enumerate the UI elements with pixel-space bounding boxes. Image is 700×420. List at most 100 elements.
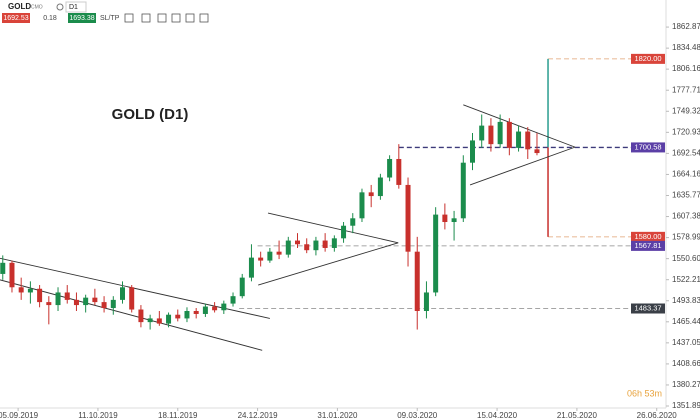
x-tick-label: 31.01.2020	[317, 411, 358, 420]
level-label: 1567.81	[634, 241, 661, 250]
chart-title: GOLD (D1)	[112, 106, 189, 123]
y-tick-label: 1720.93	[672, 127, 700, 136]
ask-price[interactable]: 1693.38	[69, 15, 94, 22]
bid-price[interactable]: 1692.53	[3, 15, 28, 22]
timeframe[interactable]: D1	[69, 4, 78, 11]
candle-body	[37, 288, 43, 303]
candle-body	[341, 225, 347, 239]
timeframe-box[interactable]	[65, 1, 87, 13]
x-tick-label: 05.09.2019	[0, 411, 39, 420]
y-tick-label: 1806.16	[672, 64, 700, 73]
toolbar-icon[interactable]	[171, 13, 181, 23]
spread: 0.18	[43, 15, 57, 22]
candle-body	[239, 277, 245, 297]
x-tick-label: 26.06.2020	[637, 411, 678, 420]
x-tick-label: 18.11.2019	[158, 411, 198, 420]
trendline	[0, 279, 263, 351]
x-tick-label: 21.05.2020	[557, 411, 598, 420]
candle-body	[506, 121, 512, 148]
candle-body	[9, 262, 15, 288]
candle-body	[64, 292, 70, 300]
trendline	[463, 104, 576, 148]
candle-body	[184, 311, 190, 319]
y-tick-label: 1777.71	[672, 85, 700, 94]
candle-body	[147, 318, 153, 323]
candle-body	[101, 302, 107, 309]
candle-body	[110, 299, 116, 309]
candle-body	[221, 303, 227, 311]
level-label-box	[631, 240, 665, 251]
bar-timer: 06h 53m	[627, 388, 662, 398]
level-label-box	[631, 142, 665, 153]
y-tick-label: 1635.77	[672, 191, 700, 200]
toolbar-icon[interactable]	[185, 13, 195, 23]
candle-body	[516, 131, 522, 148]
candle-body	[322, 240, 328, 248]
buy-box[interactable]	[68, 13, 96, 23]
candle-body	[460, 162, 466, 219]
candle-body	[129, 287, 135, 310]
y-tick-label: 1607.38	[672, 212, 700, 221]
y-tick-label: 1578.99	[672, 233, 700, 242]
x-tick-label: 24.12.2019	[238, 411, 279, 420]
y-tick-label: 1380.27	[672, 380, 700, 389]
candle-body	[479, 125, 485, 141]
candle-body	[0, 262, 6, 274]
candle-body	[423, 292, 429, 312]
candle-body	[18, 287, 24, 293]
candle-body	[258, 257, 264, 261]
candle-body	[368, 192, 374, 197]
y-tick-label: 1351.89	[672, 401, 700, 410]
trendline	[469, 146, 576, 186]
symbol: GOLD	[8, 2, 31, 11]
toolbar-icon[interactable]	[124, 13, 134, 23]
candle-body	[497, 121, 503, 145]
candle-body	[202, 306, 208, 314]
candle-body	[470, 140, 475, 163]
y-tick-label: 1862.87	[672, 22, 700, 31]
candle-body	[193, 311, 199, 314]
candle-body	[92, 297, 98, 303]
candle-body	[83, 297, 89, 306]
candle-body	[212, 306, 218, 311]
sell-box[interactable]	[2, 13, 30, 23]
toolbar-icon[interactable]	[157, 13, 167, 23]
sltp-button[interactable]: SL/TP	[100, 15, 120, 22]
trendline	[0, 257, 270, 319]
y-tick-label: 1749.32	[672, 106, 700, 115]
candle-body	[534, 149, 540, 154]
y-tick-label: 1437.05	[672, 338, 700, 347]
candle-body	[405, 184, 411, 252]
candle-body	[414, 251, 420, 312]
candle-body	[73, 299, 79, 306]
level-label-box	[631, 53, 665, 64]
level-label-box	[631, 303, 665, 314]
level-label: 1483.37	[634, 303, 661, 312]
candle-body	[276, 251, 282, 255]
candle-body	[166, 314, 172, 324]
candle-body	[488, 125, 494, 145]
y-tick-label: 1664.16	[672, 170, 700, 179]
candle-body	[331, 238, 337, 248]
y-tick-label: 1408.66	[672, 359, 700, 368]
toolbar-icon[interactable]	[141, 13, 151, 23]
trendline	[258, 242, 399, 286]
y-tick-label: 1550.60	[672, 254, 700, 263]
y-tick-label: 1493.83	[672, 296, 700, 305]
toolbar-icon[interactable]	[199, 13, 209, 23]
candle-body	[55, 292, 61, 306]
candle-body	[387, 158, 393, 178]
x-tick-label: 11.10.2019	[78, 411, 118, 420]
x-tick-label: 15.04.2020	[477, 411, 518, 420]
level-label-box	[631, 231, 665, 242]
y-tick-label: 1692.54	[672, 148, 700, 157]
candle-body	[350, 218, 356, 226]
candle-body	[433, 214, 439, 293]
candle-body	[248, 257, 254, 278]
y-tick-label: 1465.44	[672, 317, 700, 326]
candle-body	[27, 288, 33, 293]
candle-body	[285, 240, 291, 255]
candle-body	[377, 177, 383, 197]
